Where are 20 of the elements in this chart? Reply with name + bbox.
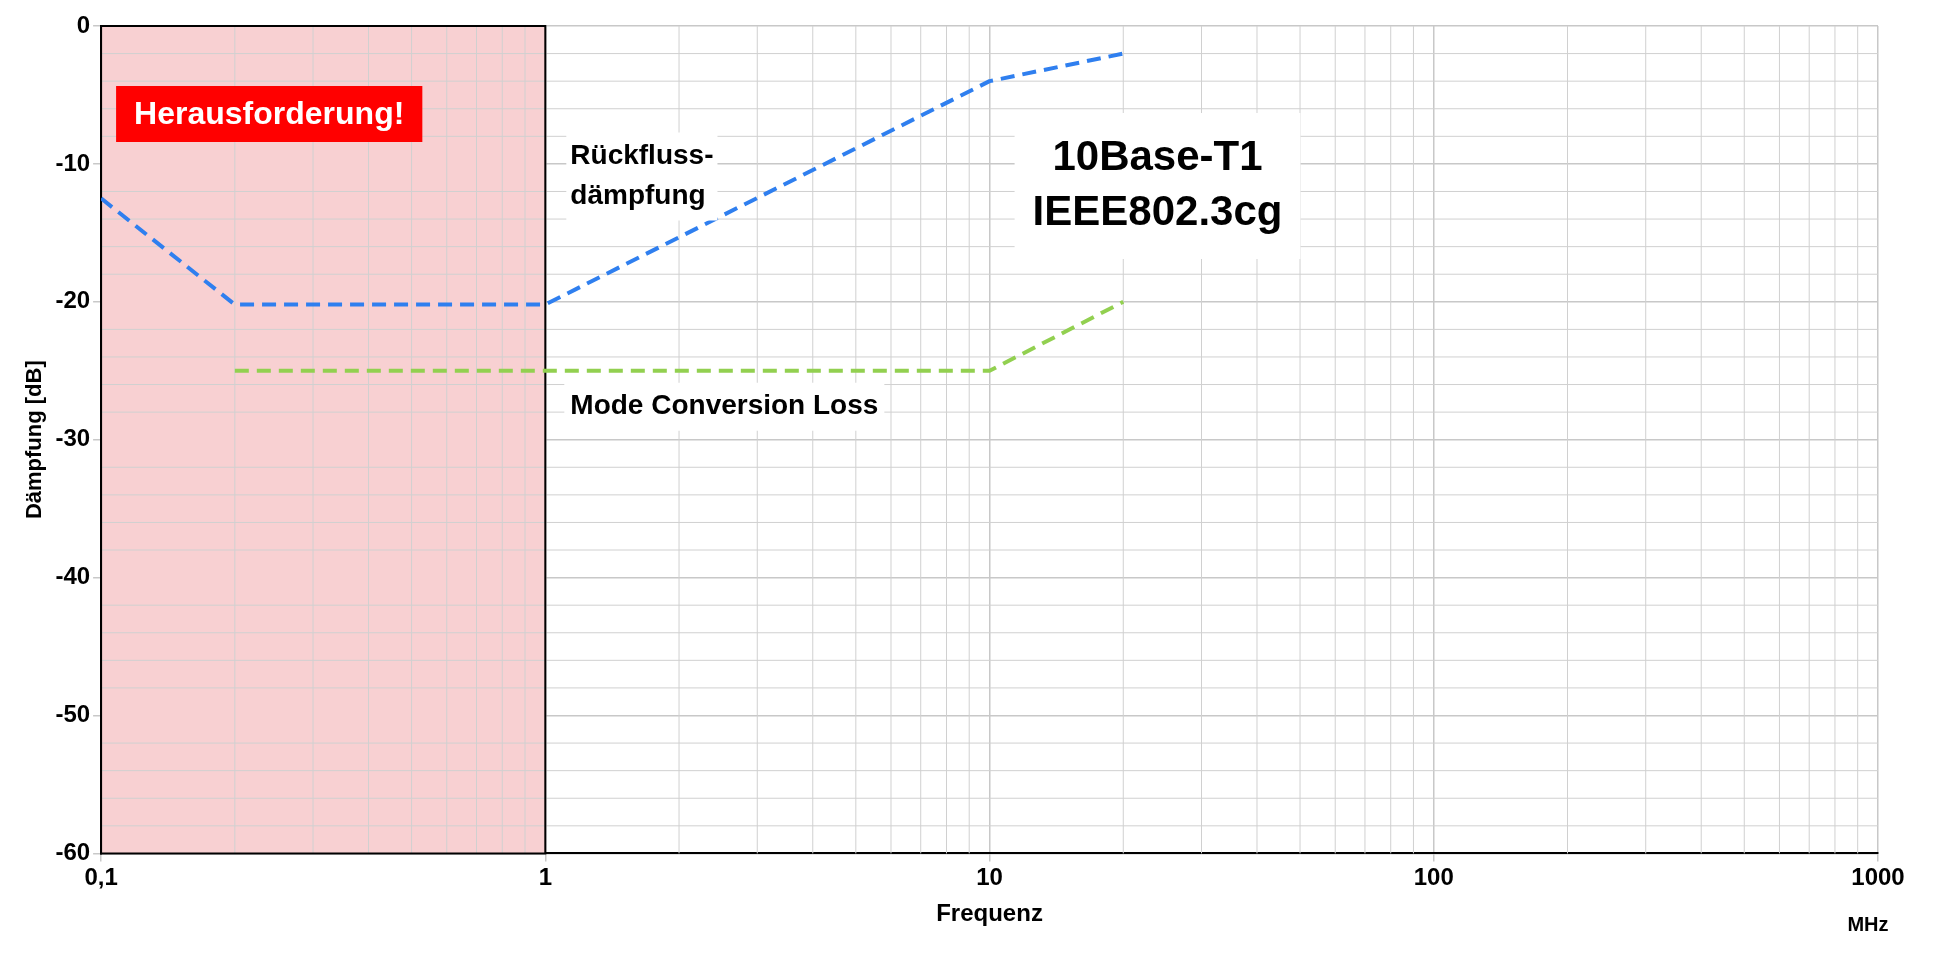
x-tick-label: 1 — [538, 863, 552, 891]
y-tick-label: -40 — [55, 562, 91, 590]
x-axis-title: Frequenz — [936, 899, 1043, 927]
band-label: Herausforderung! — [134, 94, 405, 131]
x-tick-label: 10 — [976, 863, 1003, 891]
y-axis-title: Dämpfung [dB] — [21, 360, 47, 520]
y-tick-label: -60 — [55, 838, 91, 866]
y-tick-label: -20 — [55, 286, 91, 314]
y-tick-label: 0 — [76, 10, 91, 38]
annotation: IEEE802.3cg — [1032, 187, 1283, 235]
x-tick-label: 0,1 — [84, 863, 118, 891]
series-label: Mode Conversion Loss — [570, 389, 879, 421]
x-tick-label: 1000 — [1851, 863, 1905, 891]
annotation: 10Base-T1 — [1052, 132, 1263, 180]
y-tick-label: -10 — [55, 148, 91, 176]
text: MHz — [1847, 912, 1889, 935]
x-tick-label: 100 — [1413, 863, 1454, 891]
series-label: Rückfluss-dämpfung — [570, 139, 714, 211]
y-tick-label: -30 — [55, 424, 91, 452]
y-tick-label: -50 — [55, 700, 91, 728]
